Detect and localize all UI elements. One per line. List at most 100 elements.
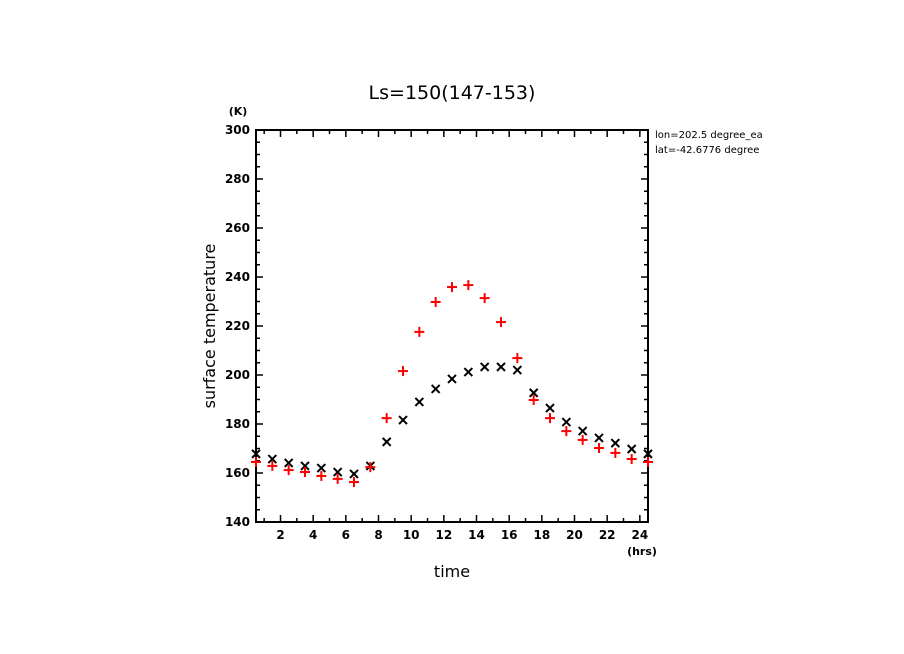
x-tick-label: 10 (403, 528, 420, 542)
x-unit-label: (hrs) (627, 545, 657, 558)
y-tick-label: 140 (225, 515, 250, 529)
x-marker-stroke (300, 461, 310, 471)
x-marker-point (349, 469, 359, 479)
plus-marker-point (414, 326, 425, 337)
x-marker-point (528, 388, 539, 398)
x-marker-stroke (545, 403, 555, 413)
y-tick-label: 180 (225, 417, 250, 431)
plus-marker-point (626, 454, 637, 465)
x-marker-stroke (561, 417, 572, 427)
x-marker-point (283, 458, 294, 468)
y-tick-label: 260 (225, 221, 250, 235)
plus-marker-point (643, 456, 653, 467)
x-tick-label: 8 (374, 528, 382, 542)
plus-marker-point (496, 317, 506, 328)
x-marker-point (414, 397, 425, 407)
plus-marker-point (463, 280, 474, 291)
y-tick-label: 220 (225, 319, 250, 333)
x-marker-stroke (414, 397, 425, 407)
x-marker-point (300, 461, 310, 471)
x-marker-point (512, 365, 523, 375)
x-marker-point (479, 362, 490, 372)
x-marker-point (577, 426, 588, 436)
x-tick-label: 14 (468, 528, 485, 542)
x-marker-stroke (479, 362, 490, 372)
plus-marker-point (398, 366, 408, 377)
x-marker-stroke (496, 362, 506, 372)
x-tick-label: 4 (309, 528, 317, 542)
plus-marker-point (610, 447, 621, 458)
plus-marker-point (561, 426, 572, 437)
y-tick-label: 280 (225, 172, 250, 186)
plus-marker-point (594, 443, 604, 454)
plus-marker-point (512, 353, 523, 364)
x-marker-stroke (447, 374, 457, 384)
x-marker-point (251, 449, 261, 459)
x-marker-point (594, 433, 604, 443)
x-marker-stroke (626, 444, 637, 454)
x-marker-stroke (512, 365, 523, 375)
plus-marker-point (349, 477, 359, 488)
x-tick-label: 18 (533, 528, 550, 542)
x-marker-point (643, 449, 653, 459)
x-marker-point (398, 415, 408, 425)
x-tick-label: 12 (435, 528, 452, 542)
data-marks (251, 280, 653, 488)
x-marker-point (267, 454, 278, 464)
x-axis-label: time (434, 562, 470, 581)
x-marker-point (447, 374, 457, 384)
x-marker-stroke (283, 458, 294, 468)
x-tick-label: 16 (501, 528, 518, 542)
plus-marker-point (283, 465, 294, 476)
y-tick-label: 300 (225, 123, 250, 137)
y-tick-label: 160 (225, 466, 250, 480)
y-tick-label: 240 (225, 270, 250, 284)
x-marker-stroke (463, 367, 474, 377)
y-axis-label: surface temperature (200, 244, 219, 409)
x-marker-point (626, 444, 637, 454)
x-marker-stroke (316, 463, 327, 473)
x-marker-point (610, 438, 621, 448)
x-marker-point (381, 437, 392, 447)
plus-marker-point (479, 293, 490, 304)
x-marker-point (545, 403, 555, 413)
x-marker-point (496, 362, 506, 372)
plot-frame (255, 129, 649, 523)
x-marker-stroke (528, 388, 539, 398)
x-marker-stroke (332, 467, 343, 477)
axes: 140 160 180 200 220 240 260 280 300 2 4 6 8 10 12 14 16 1… (225, 123, 649, 542)
x-marker-point (561, 417, 572, 427)
x-marker-stroke (267, 454, 278, 464)
x-tick-label: 2 (276, 528, 284, 542)
chart-title: Ls=150(147-153) (369, 82, 536, 104)
y-tick-label: 200 (225, 368, 250, 382)
x-marker-stroke (643, 449, 653, 459)
x-marker-stroke (251, 449, 261, 459)
x-marker-stroke (349, 469, 359, 479)
plus-marker-point (528, 394, 539, 405)
plus-marker-point (332, 473, 343, 484)
x-marker-point (430, 384, 441, 394)
plus-marker-point (447, 282, 457, 293)
plus-marker-point (365, 462, 376, 473)
plus-marker-point (430, 296, 441, 307)
x-marker-stroke (594, 433, 604, 443)
x-marker-stroke (381, 437, 392, 447)
x-tick-label: 20 (566, 528, 583, 542)
x-marker-point (316, 463, 327, 473)
x-tick-label: 6 (342, 528, 350, 542)
annotation-lat: lat=-42.6776 degree (655, 145, 759, 156)
y-unit-label: (K) (229, 105, 248, 118)
plus-marker-point (381, 413, 392, 424)
annotation-lon: lon=202.5 degree_ea (655, 130, 763, 141)
x-tick-label: 22 (599, 528, 616, 542)
x-marker-stroke (610, 438, 621, 448)
plus-marker-point (267, 460, 278, 471)
x-marker-stroke (430, 384, 441, 394)
plus-marker-point (300, 467, 310, 478)
x-marker-stroke (398, 415, 408, 425)
x-marker-point (332, 467, 343, 477)
x-marker-point (463, 367, 474, 377)
plus-marker-point (545, 413, 555, 424)
